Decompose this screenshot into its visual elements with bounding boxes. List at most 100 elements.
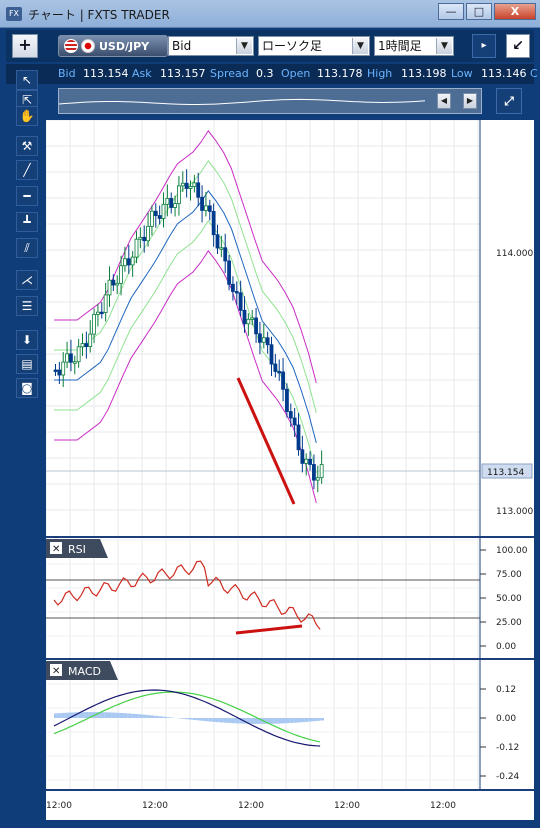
candle-body <box>180 182 185 187</box>
macd-histogram-bar <box>312 718 317 722</box>
download-icon[interactable]: ⬇ <box>16 330 38 350</box>
maximize-button[interactable]: □ <box>466 3 492 20</box>
candle-body <box>84 343 89 347</box>
candle-body <box>76 346 81 363</box>
chevron-down-icon: ▼ <box>236 38 252 54</box>
navigator-left-button[interactable]: ◀ <box>437 93 451 109</box>
candle-body <box>119 265 123 284</box>
candle-body <box>184 182 189 189</box>
candle-body <box>254 317 258 335</box>
navigator-right-button[interactable]: ▶ <box>463 93 477 109</box>
macd-histogram-bar <box>162 716 166 718</box>
candle-body <box>173 203 177 208</box>
trendline-rsi <box>235 624 303 635</box>
close-label: C <box>530 67 538 80</box>
macd-histogram-bar <box>281 718 286 724</box>
candle-body <box>57 369 62 376</box>
open-value: 113.178 <box>317 67 363 80</box>
horizontal-line-icon[interactable]: ━ <box>16 186 38 206</box>
trendline-icon[interactable]: ╱ <box>16 160 38 180</box>
channel-icon[interactable]: ⫽ <box>16 238 38 258</box>
candle-body <box>115 282 120 286</box>
rsi-tick-label: 75.00 <box>496 570 522 580</box>
fan-icon[interactable]: ⋌ <box>16 270 38 290</box>
fibonacci-icon[interactable]: ☰ <box>16 296 38 316</box>
price-type-value: Bid <box>172 39 192 53</box>
candle-body <box>99 311 104 315</box>
macd-histogram-bar <box>142 714 147 718</box>
hammer-icon[interactable]: ⚒ <box>16 136 38 156</box>
trendline-price <box>236 377 296 505</box>
close-button[interactable]: X <box>494 3 536 20</box>
macd-histogram-bar <box>273 718 278 724</box>
candle-body <box>69 353 73 363</box>
currency-pair-button[interactable]: USD/JPY <box>58 35 168 57</box>
macd-histogram-bar <box>108 712 112 718</box>
macd-histogram-bar <box>111 712 116 718</box>
camera-icon[interactable]: ◙ <box>16 378 38 398</box>
macd-histogram-bar <box>192 718 197 721</box>
current-price-label: 113.154 <box>487 468 524 478</box>
macd-histogram-bar <box>57 713 62 718</box>
macd-histogram-bar <box>216 718 220 723</box>
toolbar-scroll-icon[interactable]: ▸ <box>472 34 496 58</box>
bollinger-inner-upper <box>54 160 317 414</box>
price-panel: 114.000 113.000 113.154 <box>46 120 534 536</box>
price-tick-lower: 113.000 <box>496 507 533 517</box>
bollinger-lower <box>54 250 317 504</box>
macd-histogram-bar <box>138 714 143 718</box>
candle-body <box>265 337 270 346</box>
timeframe-select[interactable]: 1時間足 ▼ <box>374 36 454 56</box>
candle-body <box>281 371 285 390</box>
candle-body <box>269 344 274 365</box>
chart-navigator[interactable]: ◀ ▶ <box>58 88 482 114</box>
candle-body <box>219 247 224 250</box>
candle-body <box>107 279 112 296</box>
macd-histogram-bar <box>127 713 132 718</box>
ask-label: Ask <box>132 67 152 80</box>
candle-body <box>134 238 139 258</box>
app-icon: FX <box>6 7 22 21</box>
bollinger-upper <box>54 130 317 384</box>
candle-body <box>223 247 228 262</box>
pointer-icon[interactable]: ↖ <box>16 70 38 90</box>
currency-pair-label: USD/JPY <box>99 40 150 53</box>
macd-histogram-bar <box>231 718 236 724</box>
macd-panel: ✕ MACD 0.12 0.00 -0.12 -0.24 <box>46 659 520 790</box>
macd-histogram-bar <box>104 712 108 718</box>
collapse-button[interactable]: ↙ <box>506 34 530 58</box>
list-icon[interactable]: ▤ <box>16 354 38 374</box>
rsi-title: RSI <box>68 543 86 556</box>
hand-icon[interactable]: ✋ <box>16 106 38 126</box>
chart-area[interactable]: 114.000 113.000 113.154 ✕ RSI 100.00 75.0… <box>45 119 534 820</box>
bid-value: 113.154 <box>83 67 129 80</box>
chart-grid <box>45 119 480 790</box>
macd-histogram-bar <box>69 712 74 718</box>
chart-toolbar: + USD/JPY Bid ▼ ローソク足 ▼ 1時間足 ▼ ▸ ↙ <box>6 30 534 62</box>
candle-body <box>273 363 278 372</box>
macd-tick-label: 0.00 <box>496 714 516 724</box>
vertical-line-icon[interactable]: ┻ <box>16 212 38 232</box>
candle-body <box>277 371 282 374</box>
price-type-select[interactable]: Bid ▼ <box>168 36 254 56</box>
macd-histogram-bar <box>131 713 135 718</box>
minimize-button[interactable]: — <box>438 3 464 20</box>
candle-body <box>142 236 147 242</box>
macd-histogram-bar <box>100 712 105 718</box>
macd-histogram-bar <box>77 712 81 718</box>
high-value: 113.198 <box>401 67 447 80</box>
rsi-tick-label: 100.00 <box>496 546 528 556</box>
chart-type-select[interactable]: ローソク足 ▼ <box>258 36 370 56</box>
drawing-tools: ↖ ⇱ ✋ ⚒ ╱ ━ ┻ ⫽ ⋌ ☰ ⬇ ▤ ◙ <box>14 64 40 404</box>
add-chart-button[interactable]: + <box>12 34 38 58</box>
candle-body <box>242 309 247 325</box>
macd-histogram-bar <box>316 718 321 721</box>
jp-flag-icon <box>81 39 95 53</box>
low-label: Low <box>451 67 473 80</box>
macd-histogram-bar <box>189 718 193 720</box>
macd-title: MACD <box>68 665 101 678</box>
candle-body <box>111 279 116 286</box>
zoom-fit-icon[interactable]: ⤢ <box>496 88 522 114</box>
candle-body <box>231 283 235 292</box>
macd-histogram-bar <box>185 718 189 720</box>
